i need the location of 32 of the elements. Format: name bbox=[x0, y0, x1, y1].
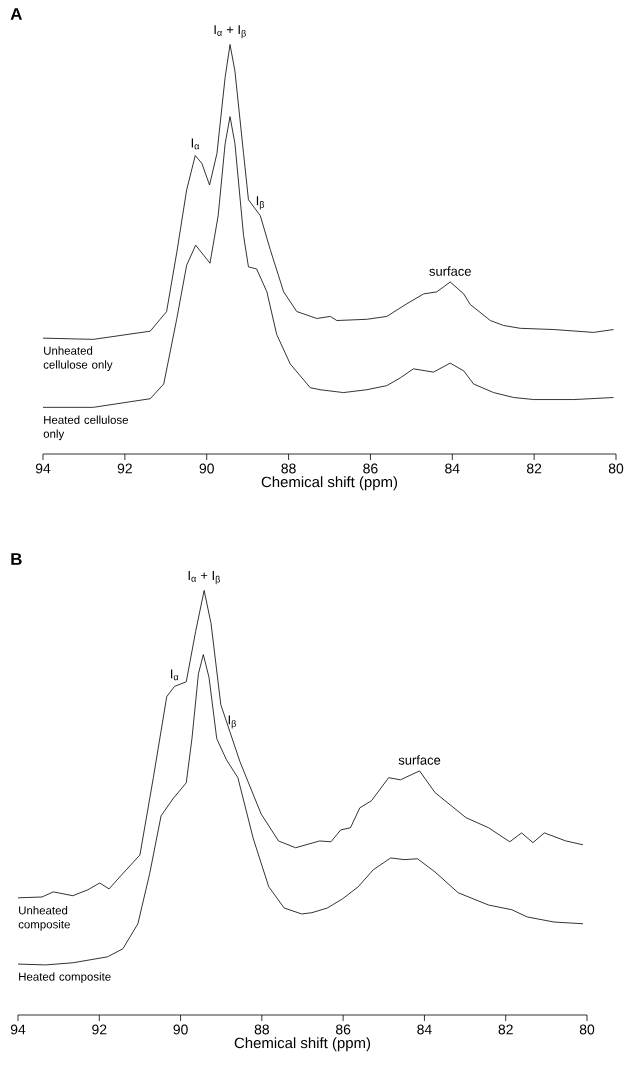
x-tick-label: 80 bbox=[579, 1024, 595, 1035]
x-axis-title: Chemical shift (ppm) bbox=[234, 1037, 371, 1052]
annotation: I$_{α}$ bbox=[191, 138, 200, 150]
series-label: Heated composite bbox=[19, 972, 111, 983]
annotation: I$_{α}$ + I$_{β}$ bbox=[188, 571, 220, 585]
annotation: I$_{β}$ bbox=[256, 196, 265, 210]
x-tick-label: 82 bbox=[498, 1024, 513, 1035]
x-tick-label: 82 bbox=[526, 463, 542, 474]
annotation: I$_{α}$ bbox=[171, 669, 179, 681]
chart-title: B bbox=[11, 553, 22, 565]
x-tick-label: 92 bbox=[92, 1024, 107, 1035]
x-tick-label: 84 bbox=[445, 463, 460, 474]
x-tick-label: 92 bbox=[117, 463, 132, 474]
x-tick-label: 86 bbox=[363, 463, 378, 474]
chart-title: A bbox=[10, 8, 22, 20]
series-label: Heated cellulose only bbox=[43, 415, 128, 441]
x-tick-label: 86 bbox=[335, 1024, 351, 1035]
x-tick-label: 88 bbox=[254, 1024, 270, 1035]
x-tick-label: 80 bbox=[608, 463, 624, 474]
annotation: I$_{α}$ + I$_{β}$ bbox=[214, 25, 246, 39]
series-label: Unheated composite bbox=[18, 906, 70, 931]
annotation: surface bbox=[398, 755, 441, 765]
x-axis-title: Chemical shift (ppm) bbox=[261, 476, 398, 491]
annotation: I$_{β}$ bbox=[228, 715, 236, 729]
x-tick-label: 94 bbox=[10, 1024, 26, 1035]
x-tick-label: 90 bbox=[199, 463, 214, 474]
x-tick-label: 90 bbox=[173, 1024, 188, 1035]
series-label: Unheated cellulose only bbox=[43, 346, 113, 371]
x-tick-label: 84 bbox=[417, 1024, 432, 1035]
x-tick-label: 88 bbox=[281, 463, 296, 474]
annotation: surface bbox=[429, 266, 471, 276]
x-tick-label: 94 bbox=[35, 463, 51, 474]
